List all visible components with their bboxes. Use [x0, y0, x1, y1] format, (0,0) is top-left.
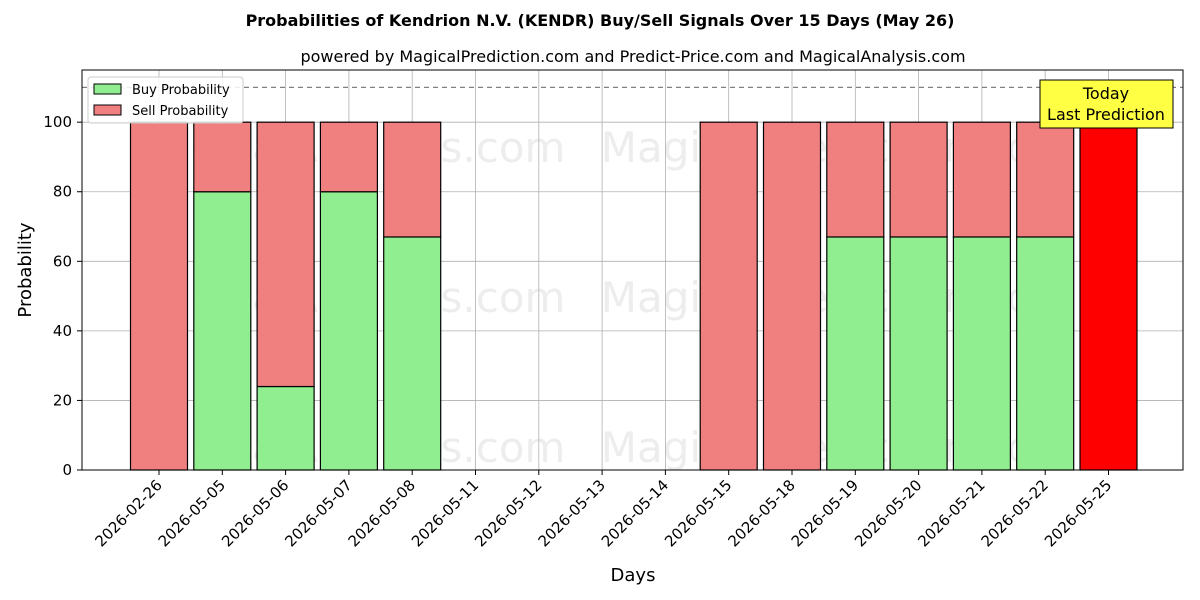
x-tick-label: 2026-05-12	[471, 476, 545, 550]
bar-sell	[762, 121, 822, 471]
y-tick-label: 60	[53, 252, 72, 270]
x-tick-label: 2026-05-25	[1041, 476, 1115, 550]
legend-swatch	[93, 83, 122, 95]
x-axis-label: Days	[611, 565, 656, 586]
annotation-text: Today	[1082, 84, 1129, 103]
x-tick-label: 2026-05-13	[535, 476, 609, 550]
x-tick-label: 2026-05-21	[914, 476, 988, 550]
legend-swatch	[93, 104, 122, 116]
x-tick-label: 2026-02-26	[91, 476, 165, 550]
x-tick-label: 2026-05-20	[851, 476, 925, 550]
bar-buy	[826, 236, 885, 471]
x-tick-label: 2026-05-06	[218, 476, 292, 550]
chart-title: Probabilities of Kendrion N.V. (KENDR) B…	[246, 11, 955, 30]
bar-buy	[193, 191, 252, 471]
x-tick-label: 2026-05-08	[345, 476, 419, 550]
bar-buy	[952, 236, 1012, 471]
annotation-box	[1039, 79, 1174, 129]
bar-sell	[826, 121, 885, 238]
bar-buy	[319, 191, 378, 471]
x-tick-label: 2026-05-19	[788, 476, 862, 550]
bar-sell	[952, 121, 1012, 238]
bar-buy	[383, 236, 442, 471]
legend-label: Sell Probability	[132, 104, 229, 119]
x-tick-label: 2026-05-22	[978, 476, 1052, 550]
bar-sell	[256, 121, 315, 388]
bar-sell-highlight	[1079, 121, 1138, 471]
y-axis-label: Probability	[15, 222, 36, 317]
x-tick-label: 2026-05-14	[598, 476, 672, 550]
x-tick-label: 2026-05-18	[724, 476, 798, 550]
plot-frame	[81, 69, 1184, 471]
bar-sell	[319, 121, 378, 193]
y-axis-ticks: 0 20 40 60 80 100	[43, 113, 82, 479]
x-tick-label: 2026-05-11	[408, 476, 482, 550]
bar-sell	[699, 121, 758, 471]
legend: Buy Probability Sell Probability	[87, 76, 244, 124]
bar-buy	[1016, 236, 1075, 471]
bar-buy	[889, 236, 948, 471]
y-tick-label: 40	[53, 322, 72, 340]
y-tick-label: 0	[62, 461, 72, 479]
legend-label: Buy Probability	[132, 83, 230, 98]
y-tick-label: 20	[53, 391, 72, 409]
x-tick-label: 2026-05-15	[661, 476, 735, 550]
today-annotation: Today Last Prediction	[1039, 79, 1174, 129]
chart-subtitle: powered by MagicalPrediction.com and Pre…	[300, 47, 965, 66]
bar-sell	[1016, 121, 1075, 238]
x-tick-label: 2026-05-05	[155, 476, 229, 550]
x-tick-label: 2026-05-07	[281, 476, 355, 550]
bar-sell	[383, 121, 442, 238]
annotation-text: Last Prediction	[1047, 105, 1165, 124]
y-tick-label: 100	[43, 113, 72, 131]
bar-buy	[256, 385, 315, 471]
bar-sell	[193, 121, 252, 193]
legend-box	[87, 76, 244, 124]
bars	[129, 121, 1138, 471]
y-tick-label: 80	[53, 183, 72, 201]
bar-sell	[129, 121, 189, 471]
bar-sell	[889, 121, 948, 238]
x-axis-ticks: 2026-02-262026-05-052026-05-062026-05-07…	[91, 470, 1115, 550]
